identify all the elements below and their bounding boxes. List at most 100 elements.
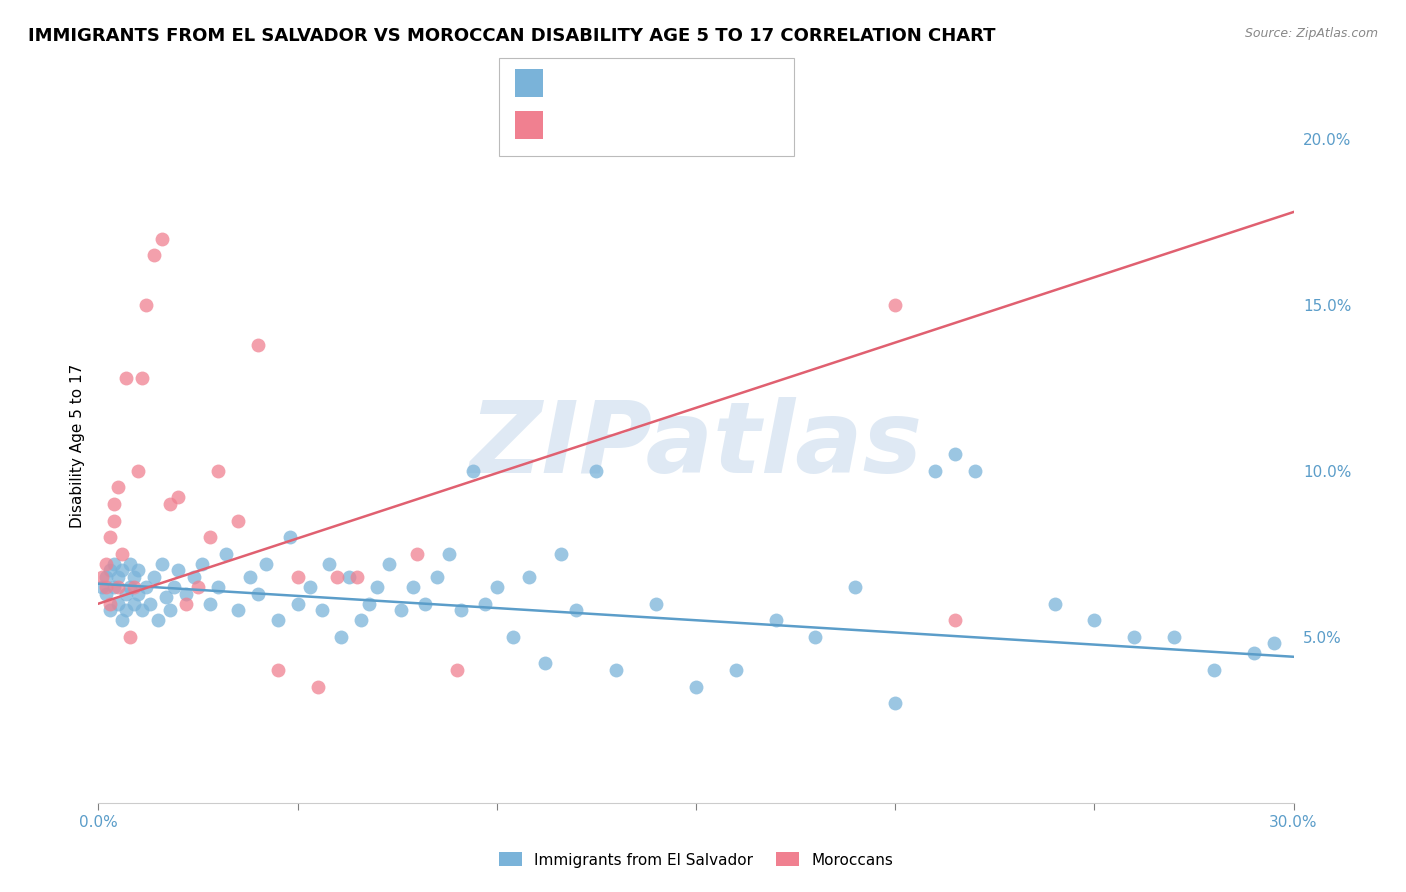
Point [311,603,333,617]
Point [215,547,238,561]
Point [1243,647,1265,661]
Point [159,603,181,617]
Point [98,597,122,611]
Point [246,587,269,601]
Point [120,630,142,644]
Point [174,597,197,611]
Point [267,663,290,677]
Point [115,371,138,385]
Point [96,570,118,584]
Point [533,657,555,671]
Point [884,696,907,710]
Point [96,580,118,594]
Point [148,613,170,627]
Point [1123,630,1146,644]
Point [124,597,146,611]
Point [115,587,138,601]
Point [127,564,149,578]
Point [167,564,190,578]
Point [103,497,125,511]
Point [585,464,607,478]
Point [163,580,186,594]
Point [278,530,301,544]
Point [115,603,138,617]
Point [111,564,134,578]
Point [127,587,149,601]
Point [98,564,122,578]
Text: IMMIGRANTS FROM EL SALVADOR VS MOROCCAN DISABILITY AGE 5 TO 17 CORRELATION CHART: IMMIGRANTS FROM EL SALVADOR VS MOROCCAN … [28,27,995,45]
Point [155,590,177,604]
Point [159,497,181,511]
Point [517,570,540,584]
Point [402,580,425,594]
Point [135,298,157,312]
Point [207,580,229,594]
Point [406,547,429,561]
Text: R = 0.446   N = 35: R = 0.446 N = 35 [551,118,716,132]
Point [198,530,221,544]
Point [107,481,129,495]
Point [844,580,866,594]
Point [389,603,412,617]
Point [254,557,277,571]
Point [143,570,166,584]
Text: R = -0.217   N = 84: R = -0.217 N = 84 [551,76,723,90]
Point [103,514,125,528]
Point [139,597,162,611]
Point [98,603,122,617]
Point [943,447,966,461]
Point [924,464,946,478]
Point [287,570,309,584]
Point [565,603,588,617]
Point [120,557,142,571]
Point [150,557,173,571]
Point [96,587,118,601]
Point [111,613,134,627]
Point [131,371,153,385]
Point [124,580,146,594]
Point [685,680,707,694]
Point [1163,630,1185,644]
Point [450,603,472,617]
Point [461,464,484,478]
Point [226,514,249,528]
Point [183,570,205,584]
Point [103,580,125,594]
Point [1083,613,1105,627]
Point [502,630,524,644]
Point [120,580,142,594]
Point [107,570,129,584]
Point [765,613,787,627]
Point [359,597,381,611]
Point [413,597,436,611]
Point [98,530,122,544]
Point [239,570,262,584]
Point [91,580,114,594]
Point [246,338,269,352]
Point [724,663,747,677]
Point [107,597,129,611]
Point [485,580,508,594]
Point [446,663,468,677]
Point [127,464,149,478]
Point [191,557,214,571]
Legend: Immigrants from El Salvador, Moroccans: Immigrants from El Salvador, Moroccans [494,847,898,873]
Point [131,603,153,617]
Point [298,580,321,594]
Point [326,570,349,584]
Point [287,597,309,611]
Point [346,570,368,584]
Point [124,570,146,584]
Point [143,248,166,262]
Point [1202,663,1225,677]
Point [103,557,125,571]
Point [605,663,627,677]
Point [307,680,329,694]
Point [226,603,249,617]
Y-axis label: Disability Age 5 to 17: Disability Age 5 to 17 [69,364,84,528]
Point [167,491,190,505]
Point [804,630,827,644]
Point [107,580,129,594]
Point [174,587,197,601]
Point [884,298,907,312]
